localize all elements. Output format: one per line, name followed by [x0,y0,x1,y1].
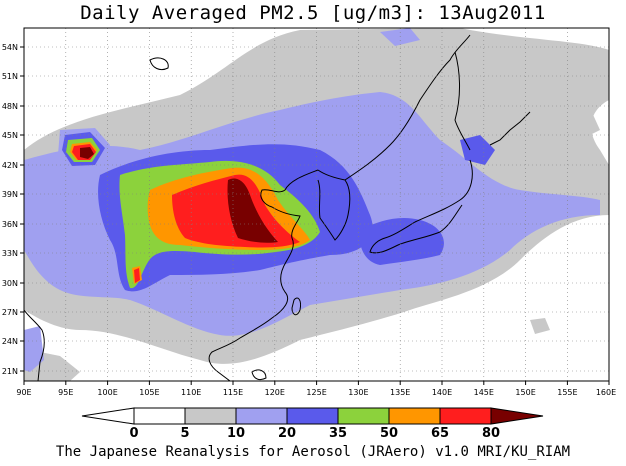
colorbar-label: 80 [482,426,500,441]
coastline-taiwan [291,297,301,316]
pm25-band-80-plus [80,147,94,159]
colorbar-swatch [439,407,492,425]
colorbar-label: 20 [278,426,296,441]
y-tick-label: 48N [2,102,18,111]
footer-credit: The Japanese Reanalysis for Aerosol (JRA… [55,444,571,460]
x-tick-label: 90E [16,388,31,397]
y-tick-label: 21N [2,367,18,376]
x-tick-label: 150E [515,388,535,397]
pm25-band-20-35 [460,135,495,165]
x-tick-label: 110E [181,388,201,397]
colorbar-label: 35 [329,426,347,441]
pm25-band-80-plus [227,178,278,243]
coastline-lake [149,57,169,71]
coastline-hainan [251,369,267,381]
colorbar-label: 10 [227,426,245,441]
map-title: Daily Averaged PM2.5 [ug/m3]: 13Aug2011 [80,2,546,24]
colorbar-arrow-low [81,407,135,425]
y-tick-label: 39N [2,190,18,199]
x-axis-labels: 90E 95E 100E 105E 110E 115E 120E 125E 13… [16,388,616,397]
y-tick-label: 27N [2,308,18,317]
colorbar-swatch [337,407,390,425]
colorbar-swatch [286,407,339,425]
coastlines [24,34,531,381]
coastline-china [208,169,319,381]
x-tick-label: 145E [474,388,494,397]
colorbar-label: 65 [431,426,449,441]
x-tick-label: 115E [223,388,243,397]
x-tick-label: 95E [58,388,73,397]
x-tick-label: 135E [390,388,410,397]
coastline-japan [369,159,473,254]
tick-marks [20,46,610,385]
y-tick-label: 33N [2,249,18,258]
colorbar-label: 50 [380,426,398,441]
pm25-band-10-20 [24,326,44,372]
colorbar-label: 0 [129,426,138,441]
y-tick-label: 51N [2,72,18,81]
colorbar-label: 5 [180,426,189,441]
coastline-sakhalin [454,51,471,151]
colorbar-labels: 0 5 10 20 35 50 65 80 [129,426,500,441]
pm25-band-65-80 [134,268,140,283]
y-tick-label: 30N [2,279,18,288]
graticule [24,28,609,381]
colorbar [81,407,544,425]
colorbar-arrow-high [490,407,544,425]
y-tick-label: 24N [2,337,18,346]
colorbar-swatch [184,407,237,425]
coastline-western [24,309,45,381]
x-tick-label: 155E [557,388,577,397]
coastline-russia [344,34,471,181]
x-tick-label: 140E [432,388,452,397]
colorbar-swatch [388,407,441,425]
y-tick-label: 36N [2,220,18,229]
y-tick-label: 45N [2,131,18,140]
colorbar-swatch [133,407,186,425]
x-tick-label: 100E [97,388,117,397]
coastline-islands [489,111,531,146]
coastline-korea [317,169,351,241]
pm25-field [24,28,609,381]
x-tick-label: 120E [265,388,285,397]
y-tick-label: 42N [2,161,18,170]
x-tick-label: 125E [306,388,326,397]
x-tick-label: 130E [348,388,368,397]
y-tick-label: 54N [2,43,18,52]
pm25-band-5-10 [530,318,550,334]
colorbar-swatch [235,407,288,425]
y-axis-labels: 21N 24N 27N 30N 33N 36N 39N 42N 45N 48N … [2,43,18,376]
x-tick-label: 105E [139,388,159,397]
x-tick-label: 160E [596,388,616,397]
pm25-band-5-10 [540,100,600,140]
